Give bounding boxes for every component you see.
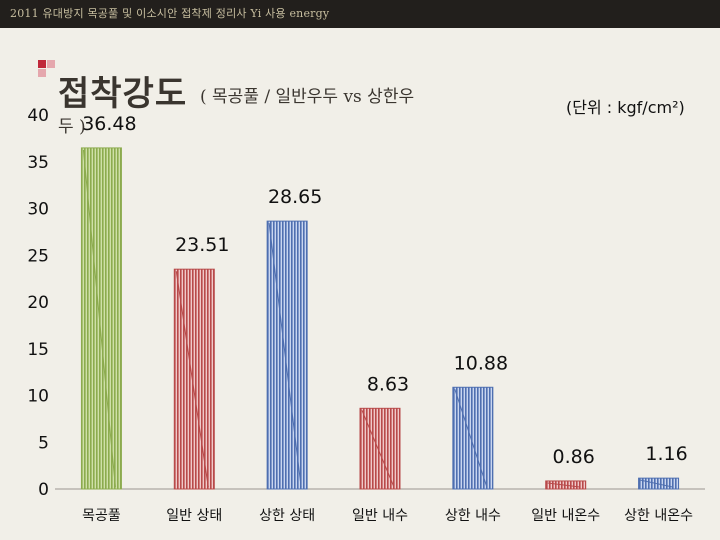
y-tick-label: 25 [27, 246, 49, 266]
data-label: 1.16 [645, 443, 687, 465]
y-tick-label: 35 [27, 153, 49, 173]
y-tick-label: 20 [27, 293, 49, 313]
category-label: 상한 상태 [259, 508, 315, 524]
y-tick-label: 10 [27, 387, 49, 407]
data-label: 0.86 [553, 446, 595, 468]
slide-subtitle: ( 목공풀 / 일반우두 vs 상한우 [200, 87, 415, 107]
category-label: 상한 내수 [445, 508, 501, 524]
bar-1 [173, 268, 215, 490]
title-bullet-square [38, 69, 46, 77]
header-text: 2011 유대방지 목공풀 및 이소시안 접착제 정리사 Yi 사용 energ… [10, 7, 330, 20]
bar-accent-line [640, 479, 673, 488]
bar-accent-line [82, 149, 116, 488]
data-label: 23.51 [175, 234, 229, 256]
y-tick-label: 15 [27, 340, 49, 360]
unit-label: (단위 : kgf/cm²) [566, 98, 685, 117]
bar-accent-line [361, 410, 395, 488]
data-label: 8.63 [367, 373, 409, 395]
y-tick-label: 0 [38, 480, 49, 500]
category-label: 상한 내온수 [624, 508, 693, 524]
data-label: 10.88 [454, 352, 508, 374]
y-tick-label: 5 [38, 433, 49, 453]
bar-0 [80, 147, 122, 490]
bar-accent-line [268, 223, 302, 488]
category-label: 일반 내수 [352, 508, 408, 524]
bar-accent-line [547, 482, 580, 488]
data-label: 36.48 [82, 113, 136, 135]
category-label: 일반 상태 [166, 508, 222, 524]
category-label: 일반 내온수 [531, 508, 600, 524]
bar-accent-line [175, 271, 209, 488]
slide-header-bar: 2011 유대방지 목공풀 및 이소시안 접착제 정리사 Yi 사용 energ… [0, 0, 720, 28]
y-tick-label: 30 [27, 200, 49, 220]
title-bullet-square [47, 60, 55, 68]
y-tick-label: 40 [27, 106, 49, 126]
slide-title: 접착강도 [58, 74, 188, 114]
title-bullet-square [38, 60, 46, 68]
slide-subtitle-continued: 두 ) [58, 117, 86, 137]
bar-2 [266, 220, 308, 490]
data-label: 28.65 [268, 186, 322, 208]
bar-accent-line [454, 389, 488, 488]
category-label: 목공풀 [82, 508, 121, 524]
